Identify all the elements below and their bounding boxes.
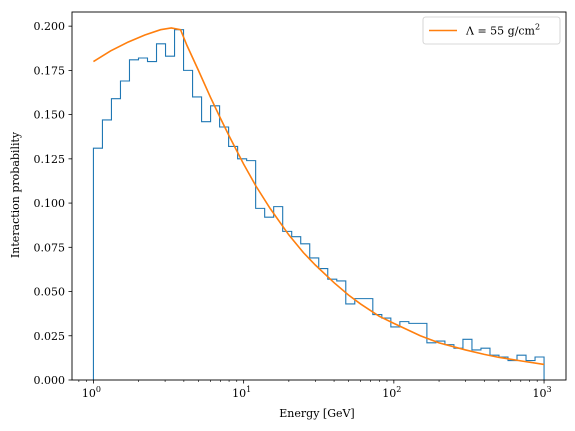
histogram-outline	[92, 29, 545, 380]
y-axis-label: Interaction probability	[9, 131, 22, 258]
y-tick-label: 0.025	[34, 330, 66, 343]
y-tick-label: 0.150	[34, 109, 66, 122]
y-tick-label: 0.175	[34, 64, 66, 77]
plot-area	[92, 27, 545, 380]
legend-box	[422, 16, 561, 45]
y-tick-label: 0.075	[34, 241, 66, 254]
x-tick-label: 101	[232, 385, 251, 400]
x-tick-label: 102	[382, 385, 401, 400]
x-tick-label: 103	[533, 385, 552, 400]
y-tick-label: 0.200	[34, 20, 66, 33]
y-tick-label: 0.000	[34, 374, 66, 387]
fit-line-series-0	[93, 27, 545, 366]
y-tick-label: 0.050	[34, 286, 66, 299]
y-tick-label: 0.100	[34, 197, 66, 210]
y-tick-label: 0.125	[34, 153, 66, 166]
x-axis-label: Energy [GeV]	[279, 407, 354, 420]
axes: 0.000 0.025 0.050 0.075 0.100 0.125 0.150 0.175…	[34, 11, 567, 400]
legend-label: Λ = 55 g/cm2	[465, 23, 540, 38]
x-tick-label: 100	[82, 385, 101, 400]
axes-frame	[71, 11, 567, 381]
legend: Λ = 55 g/cm2	[422, 16, 561, 45]
